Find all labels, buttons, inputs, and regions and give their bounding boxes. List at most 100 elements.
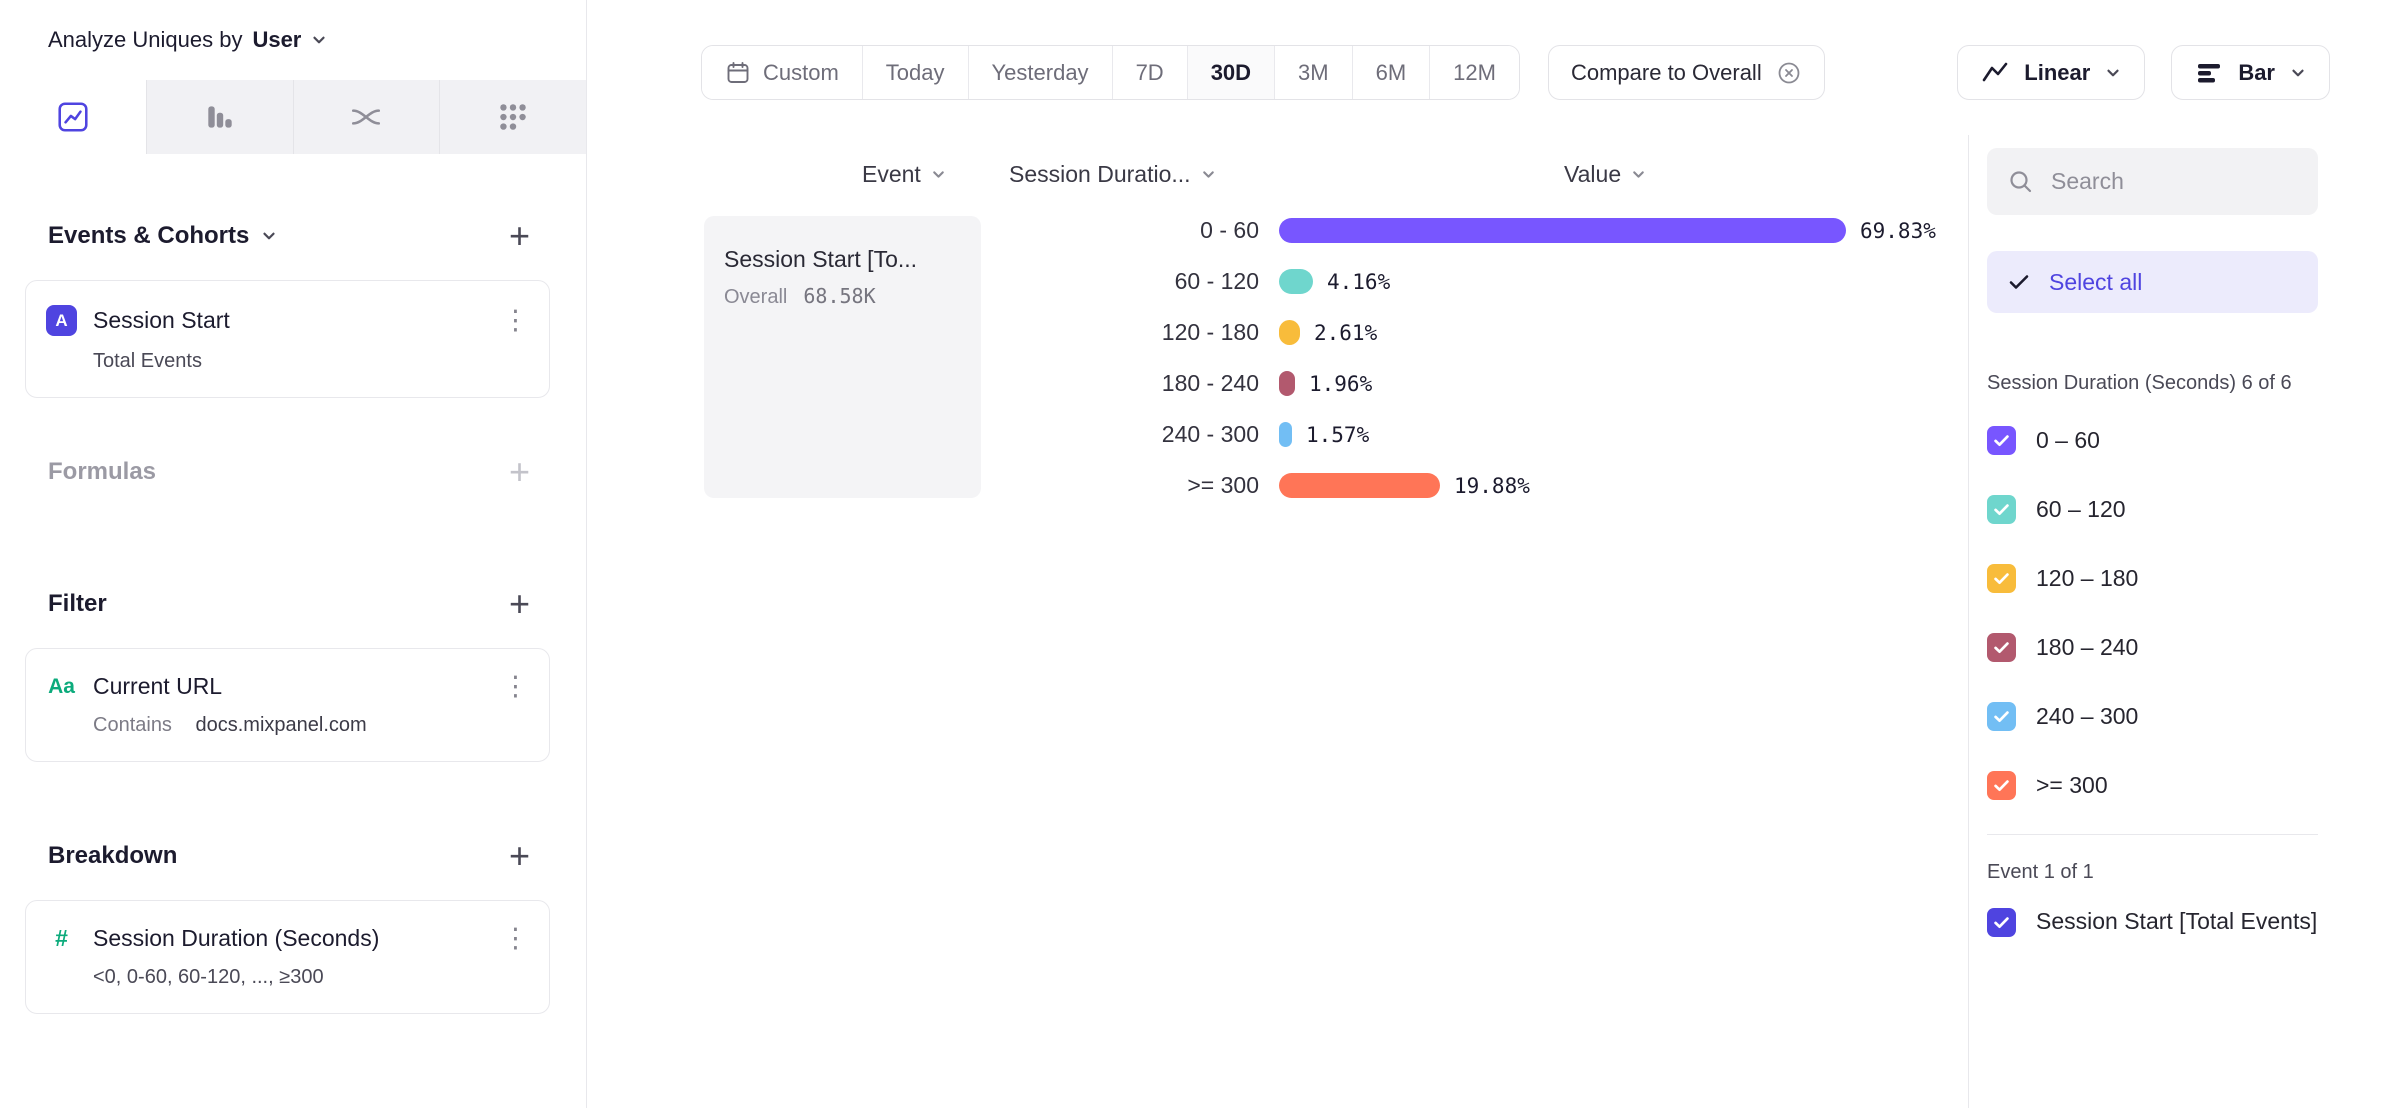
chevron-down-icon xyxy=(2292,69,2304,76)
more-options-icon[interactable]: ⋮ xyxy=(502,305,529,335)
column-header-breakdown[interactable]: Session Duratio... xyxy=(1009,143,1217,205)
divider xyxy=(1987,834,2318,835)
filter-condition[interactable]: Contains docs.mixpanel.com xyxy=(93,714,529,737)
dismiss-circle-icon[interactable] xyxy=(1776,60,1802,86)
tab-retention[interactable] xyxy=(440,80,586,154)
search-box[interactable] xyxy=(1987,148,2318,215)
select-all-button[interactable]: Select all xyxy=(1987,251,2318,313)
breakdown-filter-item[interactable]: 180 – 240 xyxy=(1987,613,2318,682)
breakdown-filter-item[interactable]: 60 – 120 xyxy=(1987,475,2318,544)
chevron-down-icon xyxy=(2107,69,2119,76)
event-item-checkbox[interactable] xyxy=(1987,908,2016,937)
bar-track: 2.61% xyxy=(1279,320,1377,345)
chart-scale-dropdown[interactable]: Linear xyxy=(1957,45,2146,100)
filter-property-name[interactable]: Current URL xyxy=(93,673,223,699)
category-label: 0 - 60 xyxy=(1200,217,1259,243)
bar-segment[interactable] xyxy=(1279,473,1440,498)
calendar-icon xyxy=(727,61,749,83)
bar-value-label: 1.57% xyxy=(1306,422,1370,447)
events-section-title[interactable]: Events & Cohorts xyxy=(48,222,278,250)
column-header-event[interactable]: Event xyxy=(862,143,947,205)
chart-type-label: Bar xyxy=(2238,59,2275,85)
search-input[interactable] xyxy=(2051,168,2298,195)
category-label: 120 - 180 xyxy=(1161,319,1259,345)
date-range-today[interactable]: Today xyxy=(862,46,969,99)
date-range-30d[interactable]: 30D xyxy=(1187,46,1276,99)
breakdown-filter-panel: Select all Session Duration (Seconds) 6 … xyxy=(1968,135,2398,1108)
breakdown-filter-item[interactable]: >= 300 xyxy=(1987,751,2318,820)
bar-segment[interactable] xyxy=(1279,320,1300,345)
breakdown-section-title: Breakdown xyxy=(48,842,177,870)
formulas-section-title: Formulas xyxy=(48,458,156,486)
compare-to-overall-button[interactable]: Compare to Overall xyxy=(1547,45,1825,100)
chart-type-dropdown[interactable]: Bar xyxy=(2171,45,2330,100)
category-label: >= 300 xyxy=(1187,472,1259,498)
more-options-icon[interactable]: ⋮ xyxy=(502,923,529,953)
date-range-group: Custom Today Yesterday 7D 30D 3M 6M 12M xyxy=(701,45,1520,100)
date-range-12m[interactable]: 12M xyxy=(1430,46,1519,99)
add-formula-button[interactable]: + xyxy=(508,451,530,492)
date-range-7d[interactable]: 7D xyxy=(1112,46,1188,99)
analyze-uniques-row: Analyze Uniques by User xyxy=(0,0,586,80)
checkbox-checked[interactable] xyxy=(1987,702,2016,731)
chart-row: 60 - 120 4.16% xyxy=(981,256,1968,307)
bar-segment[interactable] xyxy=(1279,218,1846,243)
chart-controls: Linear Bar xyxy=(1957,45,2330,100)
more-options-icon[interactable]: ⋮ xyxy=(502,671,529,701)
bar-chart-table: Session Start [To... Overall 68.58K 0 - … xyxy=(704,205,1968,511)
filter-item-label: 240 – 300 xyxy=(2036,703,2139,729)
add-filter-button[interactable]: + xyxy=(508,583,530,624)
bar-segment[interactable] xyxy=(1279,371,1295,396)
breakdown-buckets[interactable]: <0, 0-60, 60-120, ..., ≥300 xyxy=(93,966,324,988)
event-measure-dropdown[interactable]: Total Events xyxy=(93,350,202,372)
event-group-cell[interactable]: Session Start [To... Overall 68.58K xyxy=(704,216,981,498)
breakdown-card[interactable]: # Session Duration (Seconds) ⋮ <0, 0-60,… xyxy=(25,900,550,1014)
breakdown-section-header: Breakdown + xyxy=(0,838,586,874)
breakdown-property-name[interactable]: Session Duration (Seconds) xyxy=(93,925,380,951)
date-range-custom[interactable]: Custom xyxy=(702,46,863,99)
analyze-entity-dropdown[interactable]: User xyxy=(252,27,328,53)
bar-segment[interactable] xyxy=(1279,269,1313,294)
chart-row: 240 - 300 1.57% xyxy=(981,409,1968,460)
breakdown-filter-item[interactable]: 0 – 60 xyxy=(1987,406,2318,475)
select-all-label: Select all xyxy=(2049,268,2143,295)
filter-value[interactable]: docs.mixpanel.com xyxy=(195,714,367,736)
filter-item-label: 0 – 60 xyxy=(2036,427,2100,453)
table-column-headers: Event Session Duratio... Value xyxy=(587,143,1968,205)
category-label: 180 - 240 xyxy=(1161,370,1259,396)
tab-insights[interactable] xyxy=(0,80,147,154)
filter-card[interactable]: Aa Current URL ⋮ Contains docs.mixpanel.… xyxy=(25,648,550,762)
checkbox-checked[interactable] xyxy=(1987,495,2016,524)
event-filter-item[interactable]: Session Start [Total Events] xyxy=(1987,906,2318,937)
chevron-down-icon xyxy=(313,36,325,44)
filter-operator[interactable]: Contains xyxy=(93,714,172,736)
column-header-event-label: Event xyxy=(862,160,921,187)
tab-funnels[interactable] xyxy=(147,80,294,154)
date-range-yesterday[interactable]: Yesterday xyxy=(968,46,1113,99)
event-group-header: Event 1 of 1 xyxy=(1987,861,2094,883)
checkbox-checked[interactable] xyxy=(1987,564,2016,593)
check-icon xyxy=(1994,711,2009,723)
checkbox-checked[interactable] xyxy=(1987,633,2016,662)
check-icon xyxy=(1994,780,2009,792)
query-builder-sidebar: Analyze Uniques by User xyxy=(0,0,587,1108)
bar-segment[interactable] xyxy=(1279,422,1292,447)
checkbox-checked[interactable] xyxy=(1987,426,2016,455)
add-breakdown-button[interactable]: + xyxy=(508,835,530,876)
column-header-value[interactable]: Value xyxy=(1564,143,1647,205)
bar-track: 69.83% xyxy=(1279,218,1936,243)
content-row: Event Session Duratio... Value Session S xyxy=(587,135,2398,1108)
tab-flows[interactable] xyxy=(294,80,441,154)
breakdown-filter-item[interactable]: 120 – 180 xyxy=(1987,544,2318,613)
date-range-3m[interactable]: 3M xyxy=(1275,46,1353,99)
event-letter-badge: A xyxy=(46,305,77,336)
event-card[interactable]: A Session Start ⋮ Total Events xyxy=(25,280,550,398)
event-name[interactable]: Session Start xyxy=(93,307,230,333)
add-event-button[interactable]: + xyxy=(508,215,530,256)
breakdown-filter-item[interactable]: 240 – 300 xyxy=(1987,682,2318,751)
checkbox-checked[interactable] xyxy=(1987,771,2016,800)
string-property-icon: Aa xyxy=(48,674,75,698)
analyze-label: Analyze Uniques by xyxy=(48,27,243,52)
overall-value: 68.58K xyxy=(803,284,876,308)
date-range-6m[interactable]: 6M xyxy=(1352,46,1431,99)
